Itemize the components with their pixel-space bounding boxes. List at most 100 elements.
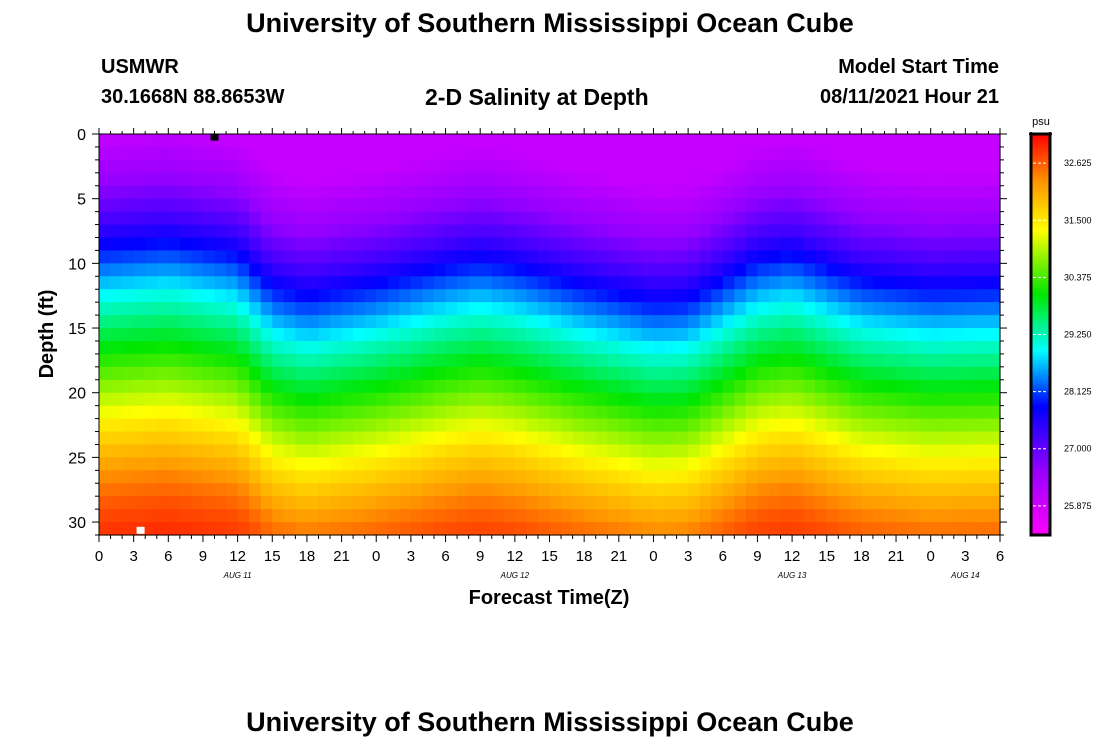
heatmap-cell [468, 366, 481, 381]
heatmap-cell [399, 276, 412, 290]
heatmap-cell [387, 483, 400, 497]
heatmap-cell [133, 185, 146, 200]
heatmap-cell [295, 522, 308, 536]
heatmap-cell [815, 353, 828, 368]
heatmap-cell [110, 185, 123, 200]
x-tick-label: 3 [961, 548, 969, 565]
heatmap-cell [595, 237, 608, 252]
heatmap-cell [988, 250, 1001, 264]
x-tick-label: 15 [541, 548, 558, 565]
heatmap-cell [526, 159, 539, 174]
heatmap-cell [214, 198, 227, 213]
heatmap-cell [191, 302, 204, 316]
heatmap-cell [607, 405, 620, 420]
heatmap-cell [364, 509, 377, 523]
heatmap-cell [734, 224, 747, 239]
heatmap-cell [260, 146, 273, 161]
heatmap-cell [110, 418, 123, 433]
heatmap-cell [953, 457, 966, 471]
heatmap-cell [433, 340, 447, 355]
heatmap-cell [191, 392, 204, 407]
heatmap-cell [745, 172, 759, 187]
heatmap-cell [110, 146, 123, 161]
heatmap-cell [179, 405, 193, 420]
heatmap-cell [780, 328, 793, 342]
heatmap-cell [387, 134, 400, 148]
heatmap-cell [526, 457, 539, 471]
heatmap-cell [768, 340, 782, 355]
heatmap-cell [318, 289, 331, 303]
heatmap-cell [549, 483, 562, 497]
heatmap-cell [249, 134, 262, 148]
heatmap-cell [480, 457, 493, 471]
heatmap-cell [930, 211, 943, 226]
heatmap-cell [976, 134, 990, 148]
heatmap-cell [364, 328, 377, 342]
heatmap-cell [526, 134, 539, 148]
heatmap-cell [353, 315, 366, 329]
heatmap-cell [214, 444, 227, 458]
heatmap-cell [584, 431, 597, 446]
heatmap-cell [988, 405, 1001, 420]
heatmap-cell [341, 444, 354, 458]
heatmap-cell [549, 198, 562, 213]
heatmap-cell [711, 289, 724, 303]
heatmap-cell [688, 237, 701, 252]
plot-title: 2-D Salinity at Depth [425, 84, 649, 110]
heatmap-cell [179, 483, 193, 497]
heatmap-cell [965, 340, 978, 355]
heatmap-cell [734, 366, 747, 381]
heatmap-cell [237, 224, 250, 239]
heatmap-cell [122, 431, 135, 446]
heatmap-cell [457, 250, 470, 264]
heatmap-cell [191, 263, 204, 277]
heatmap-cell [734, 496, 747, 510]
heatmap-cell [884, 509, 897, 523]
x-tick-label: 18 [576, 548, 593, 565]
heatmap-cell [826, 353, 839, 368]
heatmap-cell [930, 263, 943, 277]
heatmap-cell [410, 237, 424, 252]
heatmap-cell [249, 444, 262, 458]
heatmap-cell [145, 340, 158, 355]
heatmap-cell [711, 418, 724, 433]
heatmap-cell [549, 289, 562, 303]
heatmap-cell [191, 198, 204, 213]
heatmap-cell [711, 431, 724, 446]
heatmap-cell [526, 237, 539, 252]
heatmap-cell [341, 522, 354, 536]
heatmap-cell [838, 405, 851, 420]
heatmap-cell [676, 224, 689, 239]
heatmap-cell [122, 496, 135, 510]
x-tick-label: 15 [818, 548, 835, 565]
heatmap-cell [757, 418, 770, 433]
heatmap-cell [99, 431, 112, 446]
heatmap-cell [618, 185, 631, 200]
heatmap-cell [780, 405, 793, 420]
heatmap-cell [872, 457, 886, 471]
heatmap-cell [965, 353, 978, 368]
heatmap-cell [803, 405, 816, 420]
heatmap-cell [965, 302, 978, 316]
heatmap-cell [249, 146, 262, 161]
heatmap-cell [711, 379, 724, 394]
heatmap-cell [537, 496, 551, 510]
heatmap-cell [896, 302, 909, 316]
heatmap-cell [815, 405, 828, 420]
heatmap-cell [491, 353, 504, 368]
heatmap-cell [226, 366, 239, 381]
heatmap-cell [422, 198, 435, 213]
heatmap-cell [168, 340, 181, 355]
heatmap-cell [341, 172, 354, 187]
heatmap-cell [318, 315, 331, 329]
heatmap-cell [861, 302, 874, 316]
heatmap-cell [214, 340, 227, 355]
heatmap-cell [433, 522, 447, 536]
heatmap-cell [595, 172, 608, 187]
heatmap-cell [930, 276, 943, 290]
date-label: AUG 14 [950, 571, 980, 580]
heatmap-cell [618, 405, 631, 420]
heatmap-cell [133, 302, 146, 316]
heatmap-cell [734, 470, 747, 484]
heatmap-cell [838, 470, 851, 484]
